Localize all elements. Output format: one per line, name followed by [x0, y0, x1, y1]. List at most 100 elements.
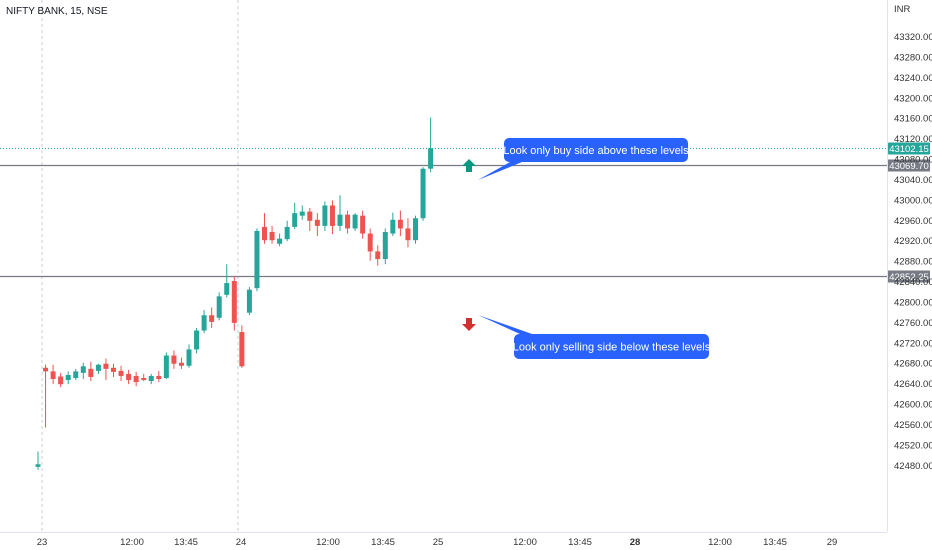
candle-body: [367, 233, 373, 252]
y-tick-label: 42760.00: [894, 318, 932, 329]
candle-body: [133, 375, 139, 383]
candle-body: [397, 219, 403, 229]
y-tick-label: 42960.00: [894, 216, 932, 227]
currency-label: INR: [894, 4, 911, 15]
candle-body: [277, 238, 283, 244]
candle-body: [322, 205, 328, 226]
candle-body: [329, 205, 335, 226]
candle-body: [163, 355, 169, 379]
candle-body: [345, 214, 351, 229]
candle-body: [186, 349, 192, 366]
candle-body: [65, 374, 71, 381]
candle-body: [246, 289, 252, 313]
candle-body: [156, 375, 162, 380]
y-tick-label: 43240.00: [894, 73, 932, 84]
callout-down[interactable]: Look only selling side below these level…: [478, 315, 711, 359]
time-axis: 23 12:00 13:45 24 12:00 13:45 25 12:00 13:45 28 12…: [0, 532, 887, 548]
candle-body: [262, 226, 267, 241]
candle-body: [314, 219, 320, 226]
y-tick-label: 42680.00: [894, 359, 932, 370]
x-tick-label: 12:00: [513, 537, 537, 548]
candle-body: [111, 367, 116, 372]
candle-body: [80, 366, 86, 373]
y-tick-label: 42920.00: [894, 236, 932, 247]
candle-body: [239, 332, 245, 367]
x-tick-label: 12:00: [316, 537, 340, 548]
callout-text: Look only buy side above these levels: [503, 145, 689, 157]
y-tick-label: 42480.00: [894, 461, 932, 472]
price-levels: 43069.70 42852.25 43102.15: [0, 142, 930, 283]
y-tick-label: 42640.00: [894, 379, 932, 390]
y-tick-label: 43040.00: [894, 175, 932, 186]
candle-body: [360, 215, 366, 234]
candle-body: [209, 315, 215, 322]
price-axis: INR 43320.00 43280.00 43240.00 43200.00 4316…: [887, 0, 932, 532]
y-tick-label: 43000.00: [894, 195, 932, 206]
x-tick-label: 13:45: [763, 537, 787, 548]
candle-body: [420, 168, 426, 219]
up-arrow-icon: [462, 159, 476, 172]
candle-body: [171, 355, 177, 364]
candle-body: [178, 362, 184, 366]
candle-body: [194, 330, 200, 350]
candle-body: [428, 148, 434, 169]
x-tick-label: 13:45: [371, 537, 395, 548]
day-separators: [41, 0, 239, 532]
candle-body: [390, 219, 396, 234]
level-price-label: 42852.25: [889, 272, 929, 283]
candle-body: [216, 296, 222, 318]
level-price-label: 43069.70: [889, 161, 929, 172]
y-tick-label: 42720.00: [894, 338, 932, 349]
callout-text: Look only selling side below these level…: [513, 342, 711, 354]
level-price-tag: [888, 159, 930, 172]
y-tick-label: 42880.00: [894, 257, 932, 268]
candle-body: [254, 230, 260, 289]
candle-body: [118, 370, 124, 376]
y-tick-label: 42800.00: [894, 297, 932, 308]
candle-body: [141, 378, 147, 381]
current-price-tag: [888, 142, 930, 155]
candle-body: [299, 211, 305, 216]
x-tick-label: 13:45: [568, 537, 592, 548]
candle-body: [73, 371, 79, 379]
candle-body: [269, 232, 275, 241]
y-tick-label: 42840.00: [894, 277, 932, 288]
y-tick-label: 43160.00: [894, 114, 932, 125]
y-tick-label: 43200.00: [894, 93, 932, 104]
candle-body: [375, 251, 381, 260]
candle-body: [126, 373, 132, 381]
candle-body: [292, 213, 298, 227]
x-tick-label: 29: [827, 537, 838, 548]
candle-body: [284, 226, 290, 240]
x-tick-label: 24: [236, 537, 247, 548]
x-tick-label: 28: [630, 537, 641, 548]
candle-body: [224, 283, 230, 295]
x-tick-label: 12:00: [708, 537, 732, 548]
y-tick-label: 43120.00: [894, 134, 932, 145]
symbol-title: NIFTY BANK, 15, NSE: [6, 6, 108, 17]
current-price-label: 43102.15: [889, 144, 929, 155]
candle-body: [382, 232, 388, 260]
x-tick-label: 12:00: [120, 537, 144, 548]
candle-body: [95, 364, 101, 371]
candle-body: [88, 368, 94, 377]
candle-body: [58, 376, 64, 385]
y-tick-label: 43280.00: [894, 52, 932, 63]
candle-body: [307, 211, 313, 221]
candles: [35, 117, 434, 470]
candle-body: [405, 228, 411, 241]
y-tick-label: 42520.00: [894, 440, 932, 451]
candle-body: [103, 363, 109, 369]
x-tick-label: 23: [37, 537, 48, 548]
candle-body: [413, 218, 418, 241]
x-tick-label: 13:45: [174, 537, 198, 548]
y-tick-label: 43320.00: [894, 32, 932, 43]
callout-up[interactable]: Look only buy side above these levels: [478, 138, 689, 180]
candle-body: [148, 375, 154, 382]
y-tick-label: 43080.00: [894, 155, 932, 166]
y-tick-label: 42600.00: [894, 400, 932, 411]
level-price-tag: [888, 270, 930, 283]
down-arrow-icon: [462, 318, 476, 331]
x-tick-label: 25: [433, 537, 444, 548]
